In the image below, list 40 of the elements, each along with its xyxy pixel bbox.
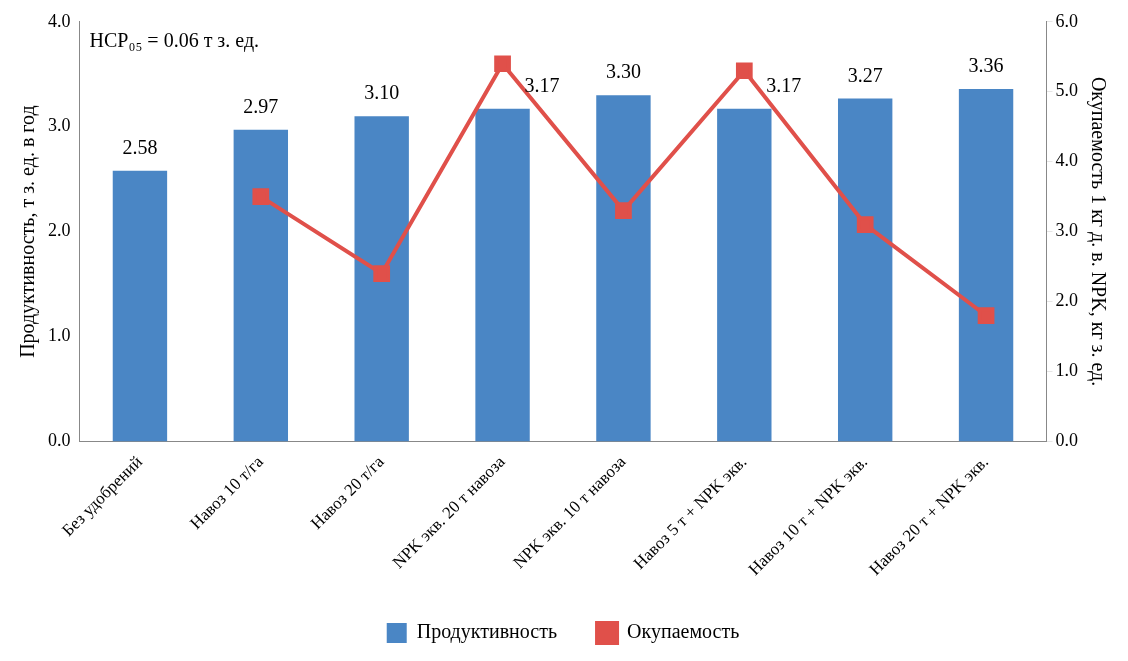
y2-tick-label: 3.0	[1055, 220, 1078, 241]
y-tick-label: 0.0	[48, 430, 71, 451]
y2-tick-label: 2.0	[1055, 290, 1078, 311]
bar	[958, 88, 1014, 442]
point	[494, 55, 511, 73]
data-label: 3.27	[847, 63, 883, 86]
bar	[112, 170, 168, 442]
point	[373, 265, 391, 282]
legend-label: Продуктивность	[416, 620, 558, 644]
y-axis-title: Продуктивность, т з. ед. в год	[16, 105, 40, 358]
point	[615, 202, 632, 219]
point	[856, 216, 874, 233]
data-label: 3.17	[766, 74, 802, 97]
bar	[354, 116, 409, 442]
legend-label: Окупаемость	[627, 620, 740, 644]
y2-tick-label: 6.0	[1055, 10, 1078, 31]
bar	[475, 108, 530, 442]
bar	[233, 129, 289, 442]
y2-tick-label: 4.0	[1055, 150, 1078, 171]
y-tick-label: 4.0	[48, 10, 71, 31]
bar	[837, 98, 893, 442]
point	[977, 307, 995, 324]
data-label: 2.58	[122, 136, 158, 159]
data-label: 3.30	[605, 60, 641, 83]
bar	[596, 95, 651, 442]
point	[735, 62, 753, 80]
y-tick-label: 3.0	[48, 115, 71, 136]
bar	[717, 108, 772, 442]
data-label: 3.10	[364, 81, 400, 104]
y2-tick-label: 0.0	[1055, 430, 1078, 451]
data-label: 2.97	[243, 95, 279, 118]
y2-tick-label: 5.0	[1055, 80, 1078, 101]
y2-tick-label: 1.0	[1055, 360, 1078, 381]
data-label: 3.17	[524, 74, 560, 97]
point	[252, 188, 270, 205]
y-tick-label: 2.0	[48, 220, 71, 241]
y-tick-label: 1.0	[48, 325, 71, 346]
y2-axis-title: Окупаемость 1 кг д. в. NPK, кг з. ед.	[1086, 76, 1110, 387]
annotation: НСР₀₅ = 0.06 т з. ед.	[89, 29, 260, 53]
data-label: 3.36	[968, 54, 1004, 77]
